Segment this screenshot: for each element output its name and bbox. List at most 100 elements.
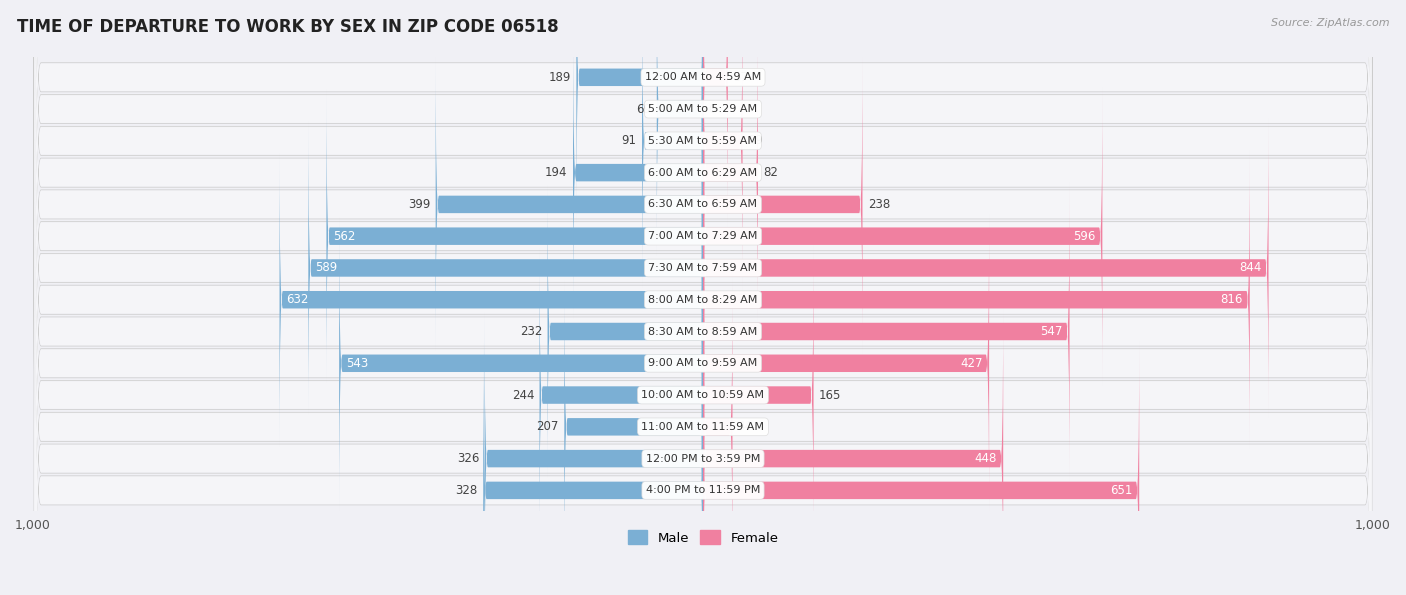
FancyBboxPatch shape xyxy=(34,0,1372,508)
FancyBboxPatch shape xyxy=(32,29,1374,595)
FancyBboxPatch shape xyxy=(485,308,703,595)
Text: 7:00 AM to 7:29 AM: 7:00 AM to 7:29 AM xyxy=(648,231,758,241)
FancyBboxPatch shape xyxy=(643,0,703,291)
FancyBboxPatch shape xyxy=(540,245,703,545)
Text: 238: 238 xyxy=(868,198,890,211)
FancyBboxPatch shape xyxy=(34,155,1372,595)
Text: 844: 844 xyxy=(1240,261,1261,274)
FancyBboxPatch shape xyxy=(32,0,1374,444)
Text: 0: 0 xyxy=(709,102,716,115)
FancyBboxPatch shape xyxy=(34,0,1372,381)
Text: 10:00 AM to 10:59 AM: 10:00 AM to 10:59 AM xyxy=(641,390,765,400)
FancyBboxPatch shape xyxy=(34,0,1372,445)
Text: 244: 244 xyxy=(512,389,534,402)
Text: 651: 651 xyxy=(1111,484,1132,497)
FancyBboxPatch shape xyxy=(32,0,1374,540)
Text: 9:00 AM to 9:59 AM: 9:00 AM to 9:59 AM xyxy=(648,358,758,368)
Text: 194: 194 xyxy=(546,166,568,179)
FancyBboxPatch shape xyxy=(32,0,1374,595)
Text: 37: 37 xyxy=(733,71,748,84)
FancyBboxPatch shape xyxy=(436,54,703,355)
FancyBboxPatch shape xyxy=(576,0,703,227)
FancyBboxPatch shape xyxy=(703,0,728,227)
FancyBboxPatch shape xyxy=(703,149,1250,450)
Text: 7:30 AM to 7:59 AM: 7:30 AM to 7:59 AM xyxy=(648,263,758,273)
FancyBboxPatch shape xyxy=(32,0,1374,508)
FancyBboxPatch shape xyxy=(34,27,1372,595)
Text: 189: 189 xyxy=(548,71,571,84)
FancyBboxPatch shape xyxy=(574,23,703,322)
FancyBboxPatch shape xyxy=(32,124,1374,595)
Text: 562: 562 xyxy=(333,230,356,243)
FancyBboxPatch shape xyxy=(703,181,1070,481)
Legend: Male, Female: Male, Female xyxy=(623,525,783,550)
Text: 6:00 AM to 6:29 AM: 6:00 AM to 6:29 AM xyxy=(648,168,758,178)
Text: 11:00 AM to 11:59 AM: 11:00 AM to 11:59 AM xyxy=(641,422,765,432)
FancyBboxPatch shape xyxy=(34,123,1372,595)
Text: 5:30 AM to 5:59 AM: 5:30 AM to 5:59 AM xyxy=(648,136,758,146)
Text: 82: 82 xyxy=(763,166,778,179)
FancyBboxPatch shape xyxy=(280,149,703,450)
Text: Source: ZipAtlas.com: Source: ZipAtlas.com xyxy=(1271,18,1389,28)
FancyBboxPatch shape xyxy=(547,181,703,481)
Text: 59: 59 xyxy=(748,134,763,148)
Text: 816: 816 xyxy=(1220,293,1243,306)
FancyBboxPatch shape xyxy=(326,86,703,386)
FancyBboxPatch shape xyxy=(32,0,1374,595)
FancyBboxPatch shape xyxy=(703,23,758,322)
Text: 589: 589 xyxy=(315,261,337,274)
Text: 5:00 AM to 5:29 AM: 5:00 AM to 5:29 AM xyxy=(648,104,758,114)
Text: 326: 326 xyxy=(457,452,479,465)
Text: 91: 91 xyxy=(621,134,637,148)
FancyBboxPatch shape xyxy=(703,86,1102,386)
Text: 207: 207 xyxy=(537,420,560,433)
FancyBboxPatch shape xyxy=(34,0,1372,477)
FancyBboxPatch shape xyxy=(703,277,733,577)
FancyBboxPatch shape xyxy=(703,308,1004,595)
FancyBboxPatch shape xyxy=(34,91,1372,595)
FancyBboxPatch shape xyxy=(339,213,703,513)
FancyBboxPatch shape xyxy=(564,277,703,577)
FancyBboxPatch shape xyxy=(34,0,1372,572)
FancyBboxPatch shape xyxy=(703,0,742,291)
Text: 328: 328 xyxy=(456,484,478,497)
FancyBboxPatch shape xyxy=(32,92,1374,595)
FancyBboxPatch shape xyxy=(32,0,1374,571)
FancyBboxPatch shape xyxy=(32,0,1374,595)
Text: 165: 165 xyxy=(818,389,841,402)
Text: 399: 399 xyxy=(408,198,430,211)
Text: 6:30 AM to 6:59 AM: 6:30 AM to 6:59 AM xyxy=(648,199,758,209)
Text: 12:00 AM to 4:59 AM: 12:00 AM to 4:59 AM xyxy=(645,73,761,82)
Text: 4:00 PM to 11:59 PM: 4:00 PM to 11:59 PM xyxy=(645,486,761,496)
FancyBboxPatch shape xyxy=(657,0,703,259)
Text: 543: 543 xyxy=(346,357,368,369)
Text: 44: 44 xyxy=(738,420,752,433)
Text: 632: 632 xyxy=(287,293,308,306)
Text: 8:30 AM to 8:59 AM: 8:30 AM to 8:59 AM xyxy=(648,327,758,337)
Text: 448: 448 xyxy=(974,452,997,465)
FancyBboxPatch shape xyxy=(34,60,1372,595)
FancyBboxPatch shape xyxy=(703,213,988,513)
FancyBboxPatch shape xyxy=(703,54,862,355)
FancyBboxPatch shape xyxy=(32,0,1374,476)
FancyBboxPatch shape xyxy=(34,186,1372,595)
Text: 69: 69 xyxy=(637,102,651,115)
FancyBboxPatch shape xyxy=(34,0,1372,540)
FancyBboxPatch shape xyxy=(32,0,1374,595)
Text: 547: 547 xyxy=(1040,325,1063,338)
Text: 232: 232 xyxy=(520,325,543,338)
FancyBboxPatch shape xyxy=(703,245,814,545)
Text: TIME OF DEPARTURE TO WORK BY SEX IN ZIP CODE 06518: TIME OF DEPARTURE TO WORK BY SEX IN ZIP … xyxy=(17,18,558,36)
Text: 427: 427 xyxy=(960,357,983,369)
Text: 8:00 AM to 8:29 AM: 8:00 AM to 8:29 AM xyxy=(648,295,758,305)
FancyBboxPatch shape xyxy=(34,0,1372,595)
Text: 596: 596 xyxy=(1073,230,1095,243)
FancyBboxPatch shape xyxy=(32,60,1374,595)
Text: 12:00 PM to 3:59 PM: 12:00 PM to 3:59 PM xyxy=(645,453,761,464)
FancyBboxPatch shape xyxy=(34,0,1372,413)
FancyBboxPatch shape xyxy=(484,340,703,595)
FancyBboxPatch shape xyxy=(703,340,1139,595)
FancyBboxPatch shape xyxy=(32,0,1374,595)
FancyBboxPatch shape xyxy=(703,118,1268,418)
FancyBboxPatch shape xyxy=(308,118,703,418)
